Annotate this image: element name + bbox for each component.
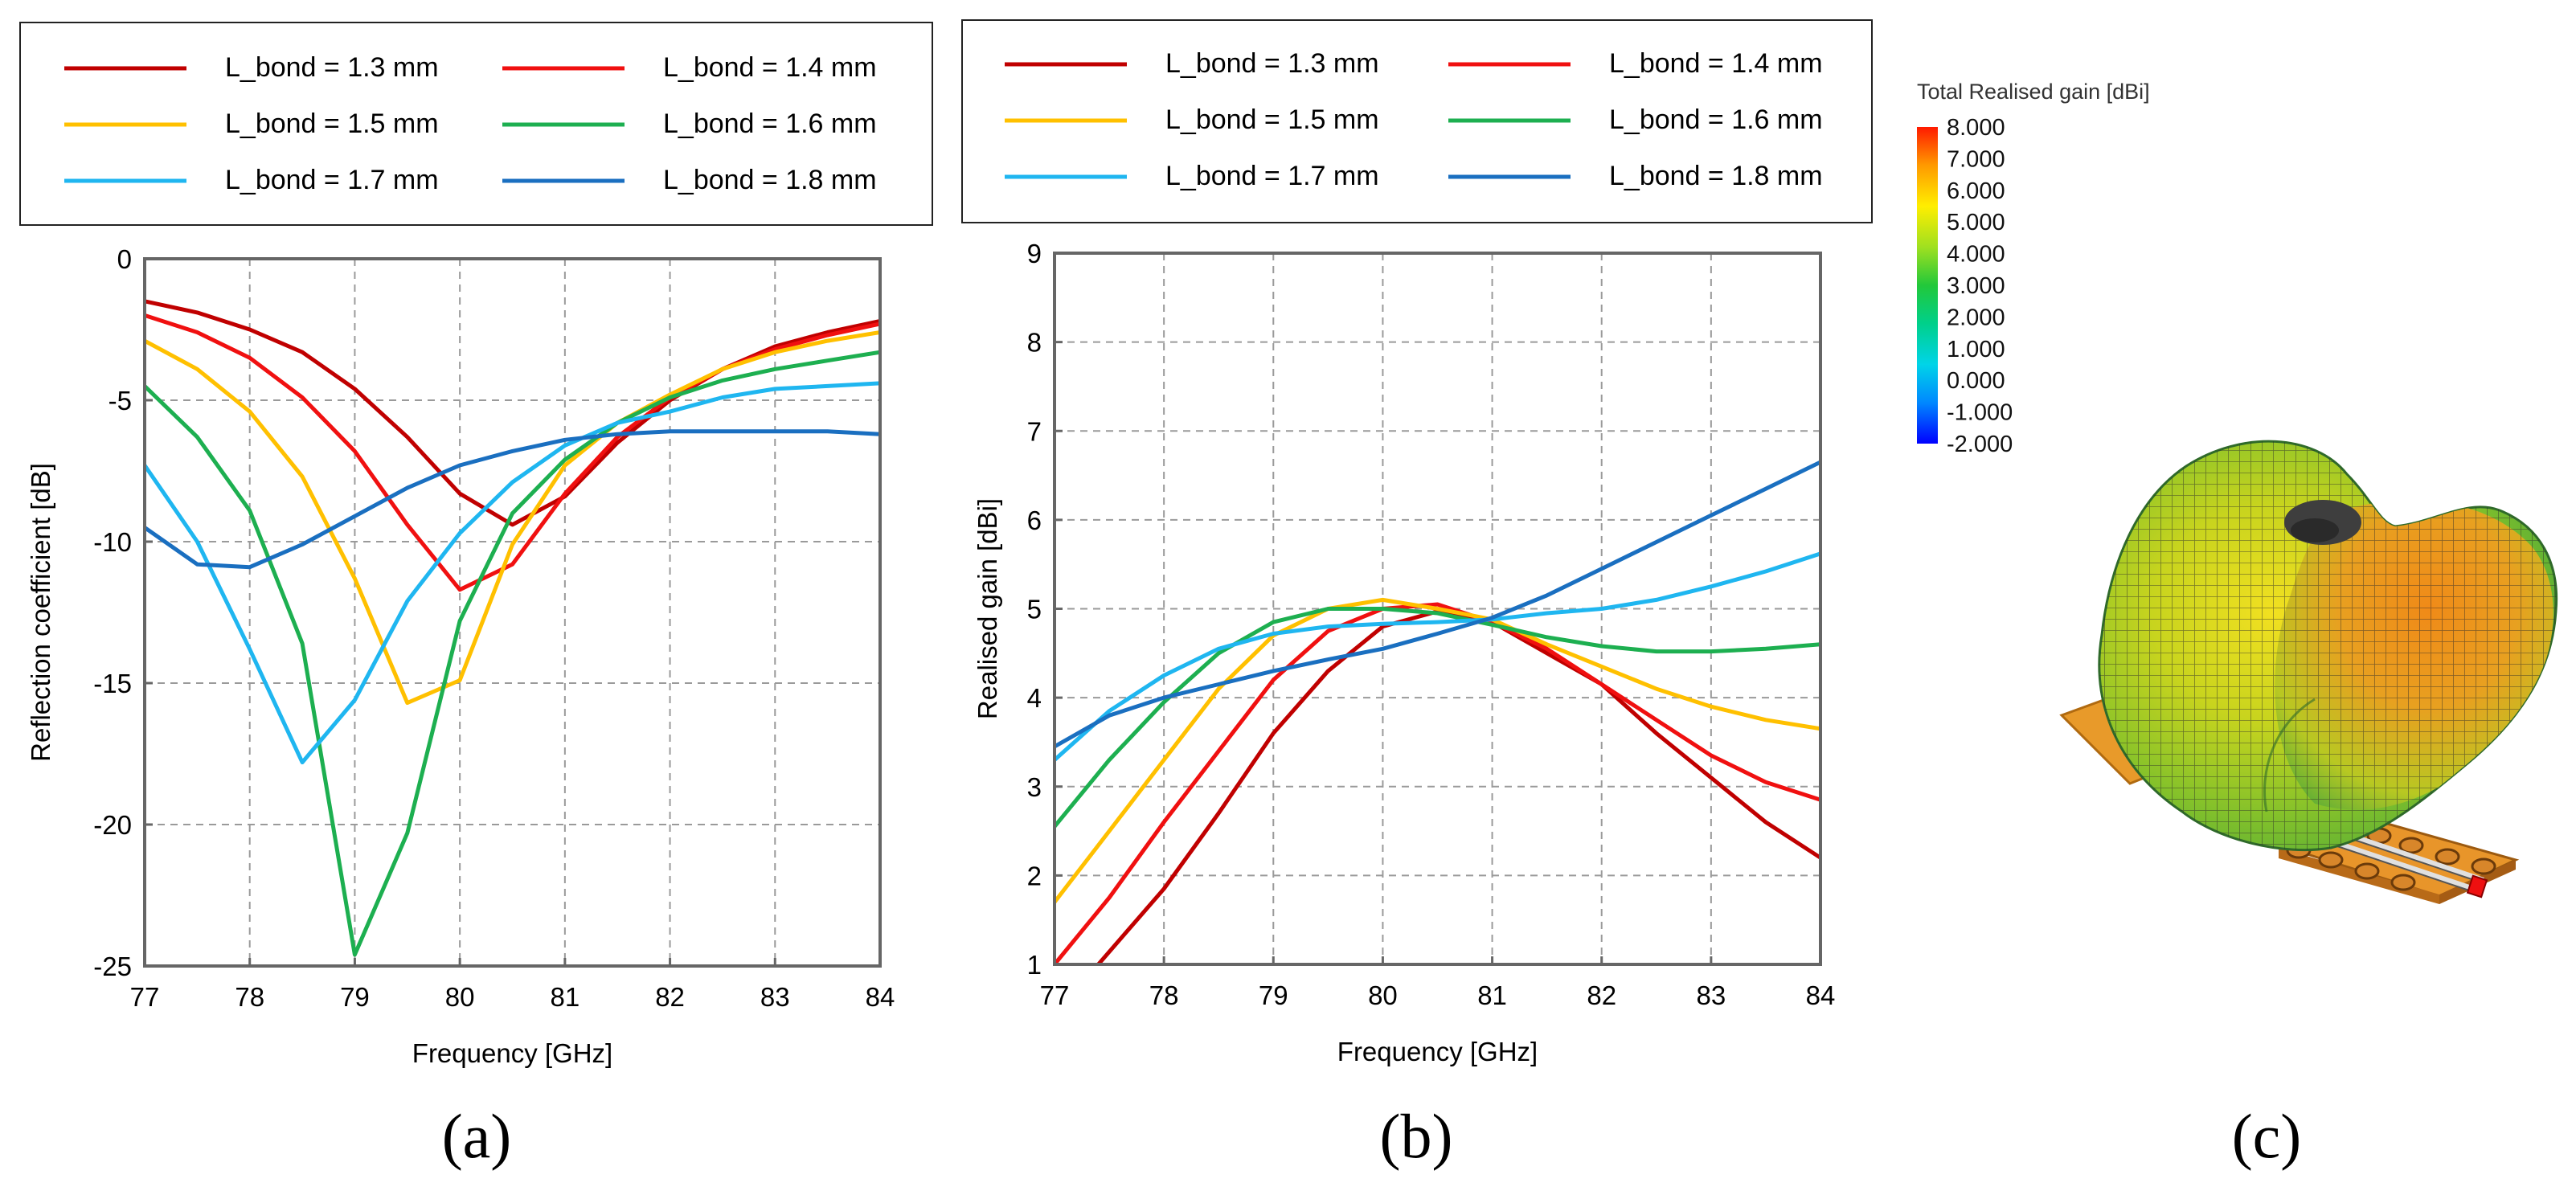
radiation-lobe: [2098, 440, 2558, 852]
x-tick-label-b-0: 77: [1040, 980, 1070, 1010]
x-tick-label-a-0: 77: [130, 982, 160, 1012]
y-tick-label-b-6: 7: [1027, 416, 1042, 446]
panel-label-a: (a): [442, 1101, 512, 1171]
x-tick-label-a-1: 78: [235, 982, 264, 1012]
series-line-b-5: [1055, 460, 1820, 749]
x-axis-label-a: Frequency [GHz]: [412, 1038, 612, 1068]
plot-area-a: [145, 259, 880, 966]
y-tick-label-b-8: 9: [1027, 239, 1042, 268]
y-axis-label-b: Realised gain [dBi]: [973, 498, 1002, 719]
panel-labels: (a) (b) (c): [442, 1101, 2302, 1171]
colorbar-tick-label-7: 1.000: [1947, 337, 2005, 362]
y-tick-label-b-3: 4: [1027, 683, 1042, 713]
x-tick-label-a-7: 84: [866, 982, 895, 1012]
x-axis-label-b: Frequency [GHz]: [1337, 1037, 1538, 1066]
legend-label-a-1: L_bond = 1.4 mm: [663, 52, 877, 83]
colorbar-tick-label-1: 7.000: [1947, 146, 2005, 172]
legend-label-a-3: L_bond = 1.6 mm: [663, 108, 877, 139]
colorbar-tick-label-3: 5.000: [1947, 210, 2005, 235]
colorbar-tick-labels: 8.000 7.000 6.000 5.000 4.000 3.000 2.000 1.000…: [1947, 115, 2013, 457]
legend-label-b-4: L_bond = 1.7 mm: [1165, 161, 1379, 191]
legend-label-b-3: L_bond = 1.6 mm: [1609, 104, 1823, 135]
series-line-b-0: [1096, 609, 1820, 964]
legend-panel-b: L_bond = 1.3 mm L_bond = 1.4 mm L_bond = 1…: [961, 19, 1873, 223]
plot-panel-a: 77 78 79 80 81 82 83 84 0 -5 -10 -15 -20 -25 Frequency…: [26, 244, 895, 1068]
radiation-pattern-panel: Total Realised gain [dBi] 8.000 7.000 6.00…: [1917, 80, 2558, 904]
x-tick-label-b-5: 82: [1587, 980, 1616, 1010]
x-tick-label-b-1: 78: [1149, 980, 1179, 1010]
colorbar-tick-label-10: -2.000: [1947, 432, 2013, 457]
y-tick-label-a-4: -20: [93, 810, 132, 840]
panel-label-c: (c): [2232, 1101, 2302, 1171]
legend-label-b-0: L_bond = 1.3 mm: [1165, 48, 1379, 79]
legend-label-b-2: L_bond = 1.5 mm: [1165, 104, 1379, 135]
y-tick-label-b-4: 5: [1027, 595, 1042, 624]
x-tick-label-b-7: 84: [1806, 980, 1836, 1010]
plot-frame-a: [143, 257, 882, 968]
legend-label-a-0: L_bond = 1.3 mm: [225, 52, 439, 83]
y-tick-label-a-3: -15: [93, 669, 132, 698]
x-tick-label-a-2: 79: [340, 982, 370, 1012]
legend-panel-a: L_bond = 1.3 mm L_bond = 1.4 mm L_bond = 1…: [19, 22, 933, 226]
y-tick-label-b-5: 6: [1027, 505, 1042, 535]
y-tick-label-b-7: 8: [1027, 328, 1042, 358]
y-axis-label-a: Reflection coefficient [dB]: [26, 463, 55, 762]
y-tick-label-a-5: -25: [93, 952, 132, 981]
series-line-a-3: [145, 350, 880, 957]
colorbar-tick-label-9: -1.000: [1947, 400, 2013, 426]
colorbar-tick-label-0: 8.000: [1947, 115, 2005, 141]
panel-label-b: (b): [1380, 1101, 1453, 1171]
x-tick-label-b-6: 83: [1696, 980, 1726, 1010]
colorbar-tick-label-6: 2.000: [1947, 305, 2005, 330]
series-line-b-4: [1055, 551, 1820, 762]
x-tick-label-b-3: 80: [1368, 980, 1398, 1010]
series-line-b-1: [1055, 602, 1820, 964]
legend-label-b-1: L_bond = 1.4 mm: [1609, 48, 1823, 79]
x-tick-label-a-5: 82: [655, 982, 685, 1012]
x-tick-label-b-4: 81: [1477, 980, 1507, 1010]
y-tick-label-b-0: 1: [1027, 950, 1042, 980]
legend-label-b-5: L_bond = 1.8 mm: [1609, 161, 1823, 191]
colorbar-tick-label-8: 0.000: [1947, 368, 2005, 394]
series-line-a-5: [145, 429, 880, 570]
x-tick-label-a-4: 81: [550, 982, 579, 1012]
series-line-b-3: [1055, 607, 1820, 829]
legend-label-a-4: L_bond = 1.7 mm: [225, 165, 439, 195]
x-tick-label-a-6: 83: [760, 982, 790, 1012]
y-tick-label-b-2: 3: [1027, 772, 1042, 802]
colorbar: [1917, 127, 1938, 444]
colorbar-tick-label-2: 6.000: [1947, 178, 2005, 204]
y-tick-label-a-1: -5: [109, 386, 132, 415]
y-tick-label-a-0: 0: [117, 244, 132, 274]
legend-label-a-5: L_bond = 1.8 mm: [663, 165, 877, 195]
colorbar-tick-label-4: 4.000: [1947, 242, 2005, 268]
series-line-a-4: [145, 381, 880, 765]
y-tick-label-a-2: -10: [93, 527, 132, 557]
y-tick-label-b-1: 2: [1027, 861, 1042, 890]
x-tick-label-a-3: 80: [445, 982, 475, 1012]
series-line-a-2: [145, 330, 880, 706]
colorbar-title: Total Realised gain [dBi]: [1917, 80, 2150, 104]
series-line-b-2: [1055, 597, 1820, 904]
legend-label-a-2: L_bond = 1.5 mm: [225, 108, 439, 139]
colorbar-tick-label-5: 3.000: [1947, 273, 2005, 299]
x-tick-label-b-2: 79: [1259, 980, 1288, 1010]
